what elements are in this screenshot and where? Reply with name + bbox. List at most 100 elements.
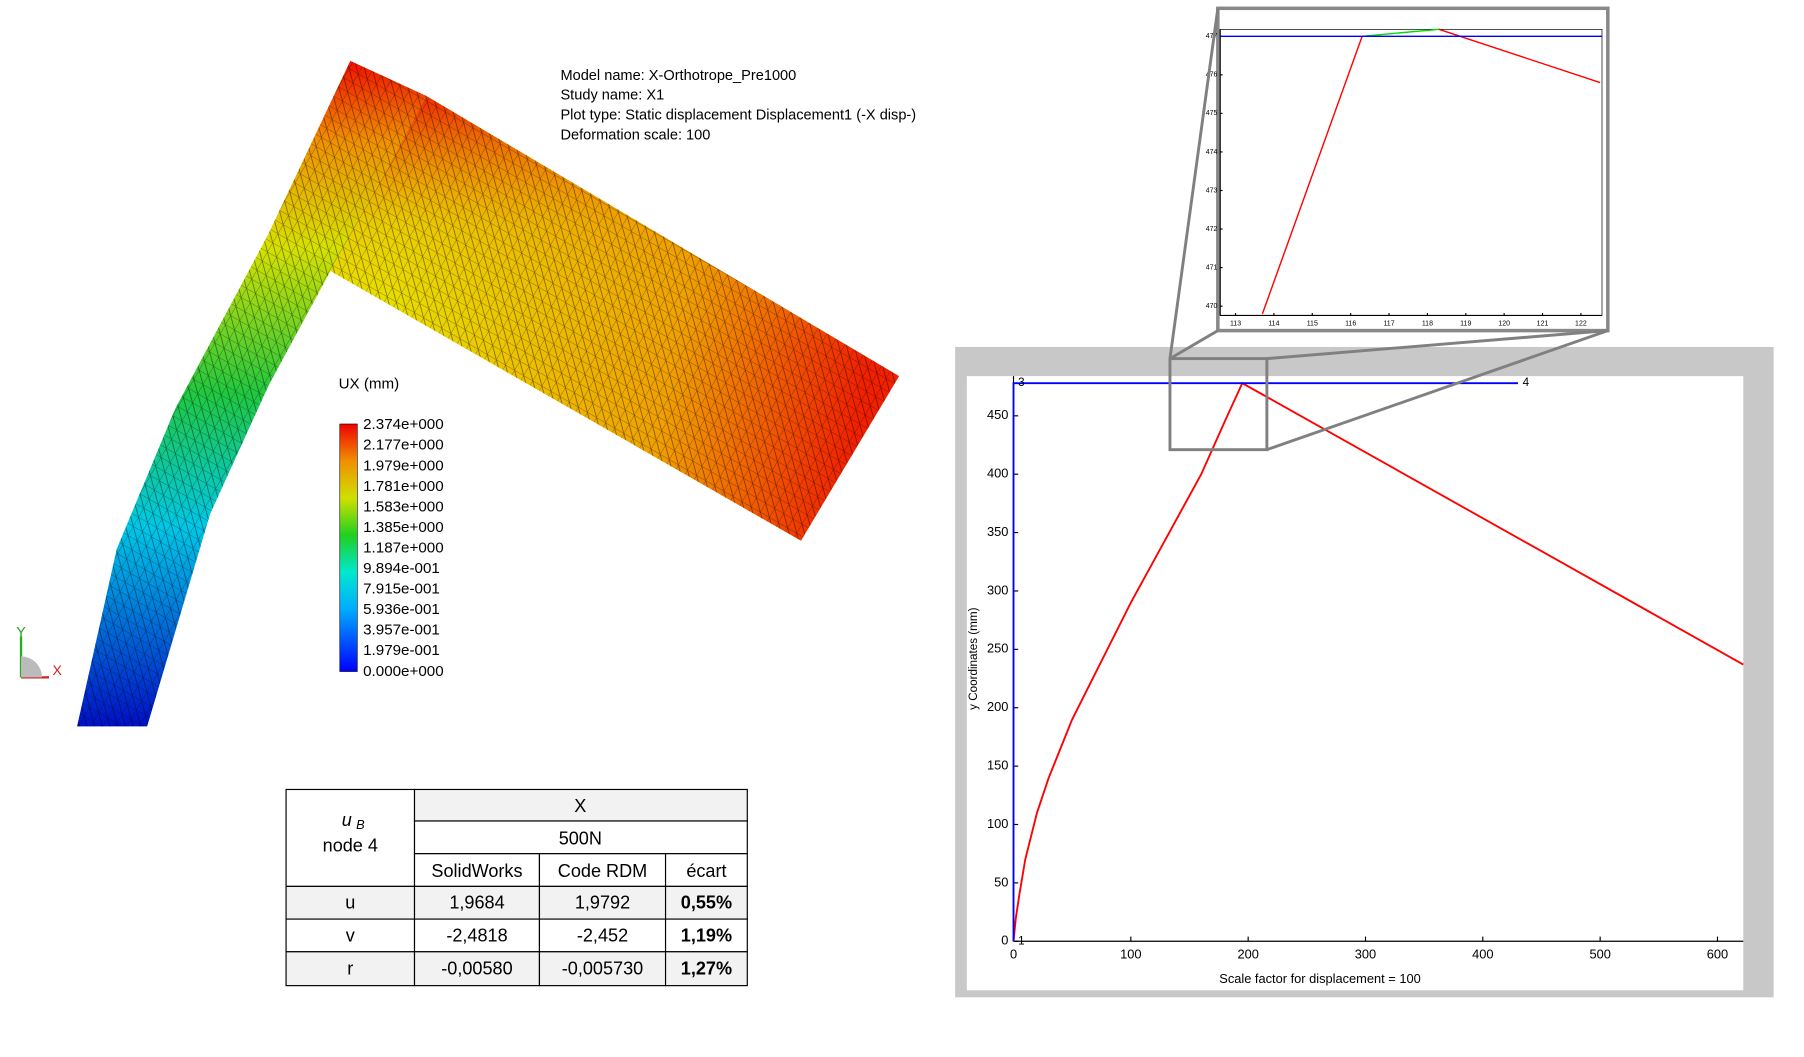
node-label: 1 [1018,934,1024,947]
axis-triad: Y X [16,624,63,679]
table-cell [285,918,416,953]
x-tick-label: 122 [1575,320,1587,327]
y-tick-label: 476 [1206,72,1218,79]
x-tick-label: 118 [1422,320,1433,327]
y-tick-label: 0 [1001,933,1008,948]
table-text: 0,55% [681,893,732,913]
load-header: 500N [559,828,602,848]
legend-label: 1.781e+000 [363,478,444,495]
node-label: 3 [1018,376,1024,389]
info-line: Model name: X-Orthotrope_Pre1000 [560,68,796,84]
table-cell [664,951,748,987]
table-text: -2,452 [577,925,628,945]
y-tick-label: 471 [1206,264,1218,271]
legend-label: 0.000e+000 [363,663,444,680]
legend-label: 1.979e+000 [363,457,444,474]
table-cell [413,820,748,855]
x-tick-label: 113 [1230,320,1241,327]
legend-label: 7.915e-001 [363,581,440,598]
x-tick-label: 400 [1472,947,1493,962]
table-text: -2,4818 [446,925,507,945]
legend-label: 1.979e-001 [363,642,440,659]
table-text: 1,19% [681,925,732,945]
y-tick-label: 250 [987,641,1008,656]
y-tick-label: 450 [987,407,1008,422]
corner-symbol: u [342,810,352,830]
info-line: Deformation scale: 100 [560,127,710,143]
y-tick-label: 474 [1206,149,1218,156]
legend-label: 5.936e-001 [363,601,440,618]
x-tick-label: 100 [1120,947,1141,962]
y-tick-label: 470 [1206,303,1218,310]
table-cell [285,788,416,887]
plot-background [966,376,1744,991]
table-text: -0,00580 [441,959,512,979]
x-tick-label: 119 [1460,320,1471,327]
corner-node: node 4 [323,835,378,855]
x-tick-label: 200 [1237,947,1258,962]
table-text: 1,27% [681,959,732,979]
y-tick-label: 150 [987,758,1008,773]
y-tick-label: 475 [1206,110,1218,117]
table-cell [538,951,667,987]
legend-label: 1.187e+000 [363,539,444,556]
table-cell [664,885,748,920]
column-header: SolidWorks [431,861,522,881]
series-line [1261,36,1363,315]
table-text: r [347,959,353,979]
legend-label: 3.957e-001 [363,622,440,639]
axis-x-label: X [53,662,63,678]
table-text: 1,9792 [575,893,630,913]
x-tick-label: 116 [1345,320,1356,327]
inset-plot-area [1219,28,1603,316]
mesh [77,60,900,727]
table-cell [538,918,667,953]
x-axis-label: Scale factor for displacement = 100 [1219,971,1420,986]
zoom-indicator [1168,8,1609,452]
series-line [1362,28,1439,37]
color-bar [339,423,358,672]
table-cell [413,951,541,987]
info-line: Study name: X1 [560,88,664,104]
y-tick-label: 300 [987,582,1008,597]
legend-label: 2.374e+000 [363,416,444,433]
study-info: Model name: X-Orthotrope_Pre1000 Study na… [560,68,916,144]
x-tick-label: 117 [1383,320,1394,327]
node-label: 4 [1523,376,1530,389]
table-cell [538,885,667,920]
y-tick-label: 477 [1206,33,1218,40]
charts: 0 100 200 300 400 500 600 0 50 100 150 200 250 300 350… [967,28,1744,986]
y-tick-label: 472 [1206,226,1218,233]
y-tick-label: 350 [987,524,1008,539]
x-tick-label: 300 [1355,947,1376,962]
legend-label: 1.583e+000 [363,498,444,515]
legend-label: 1.385e+000 [363,519,444,536]
y-tick-label: 473 [1206,187,1218,194]
table-cell [664,918,748,953]
y-tick-label: 100 [987,816,1008,831]
x-tick-label: 600 [1707,947,1728,962]
corner-subscript: B [356,817,365,832]
table-cell [664,853,748,887]
group-header: X [574,796,586,816]
series-line [1438,28,1601,84]
legend-title: UX (mm) [339,375,400,392]
info-line: Plot type: Static displacement Displacem… [560,108,916,124]
axis-y-label: Y [16,624,26,640]
x-tick-label: 115 [1307,320,1318,327]
table-text: v [346,925,355,945]
table-cell [285,951,416,987]
legend-labels: 2.374e+000 2.177e+000 1.979e+000 1.781e+000… [363,416,444,680]
x-tick-label: 120 [1498,320,1510,327]
legend-label: 9.894e-001 [363,560,440,577]
table-text: u [345,893,355,913]
y-tick-label: 50 [994,874,1008,889]
x-tick-label: 500 [1589,947,1610,962]
fea-model [77,60,900,727]
table-cell [538,853,667,887]
column-header: Code RDM [558,861,647,881]
x-tick-label: 0 [1010,947,1017,962]
y-tick-label: 200 [987,699,1008,714]
